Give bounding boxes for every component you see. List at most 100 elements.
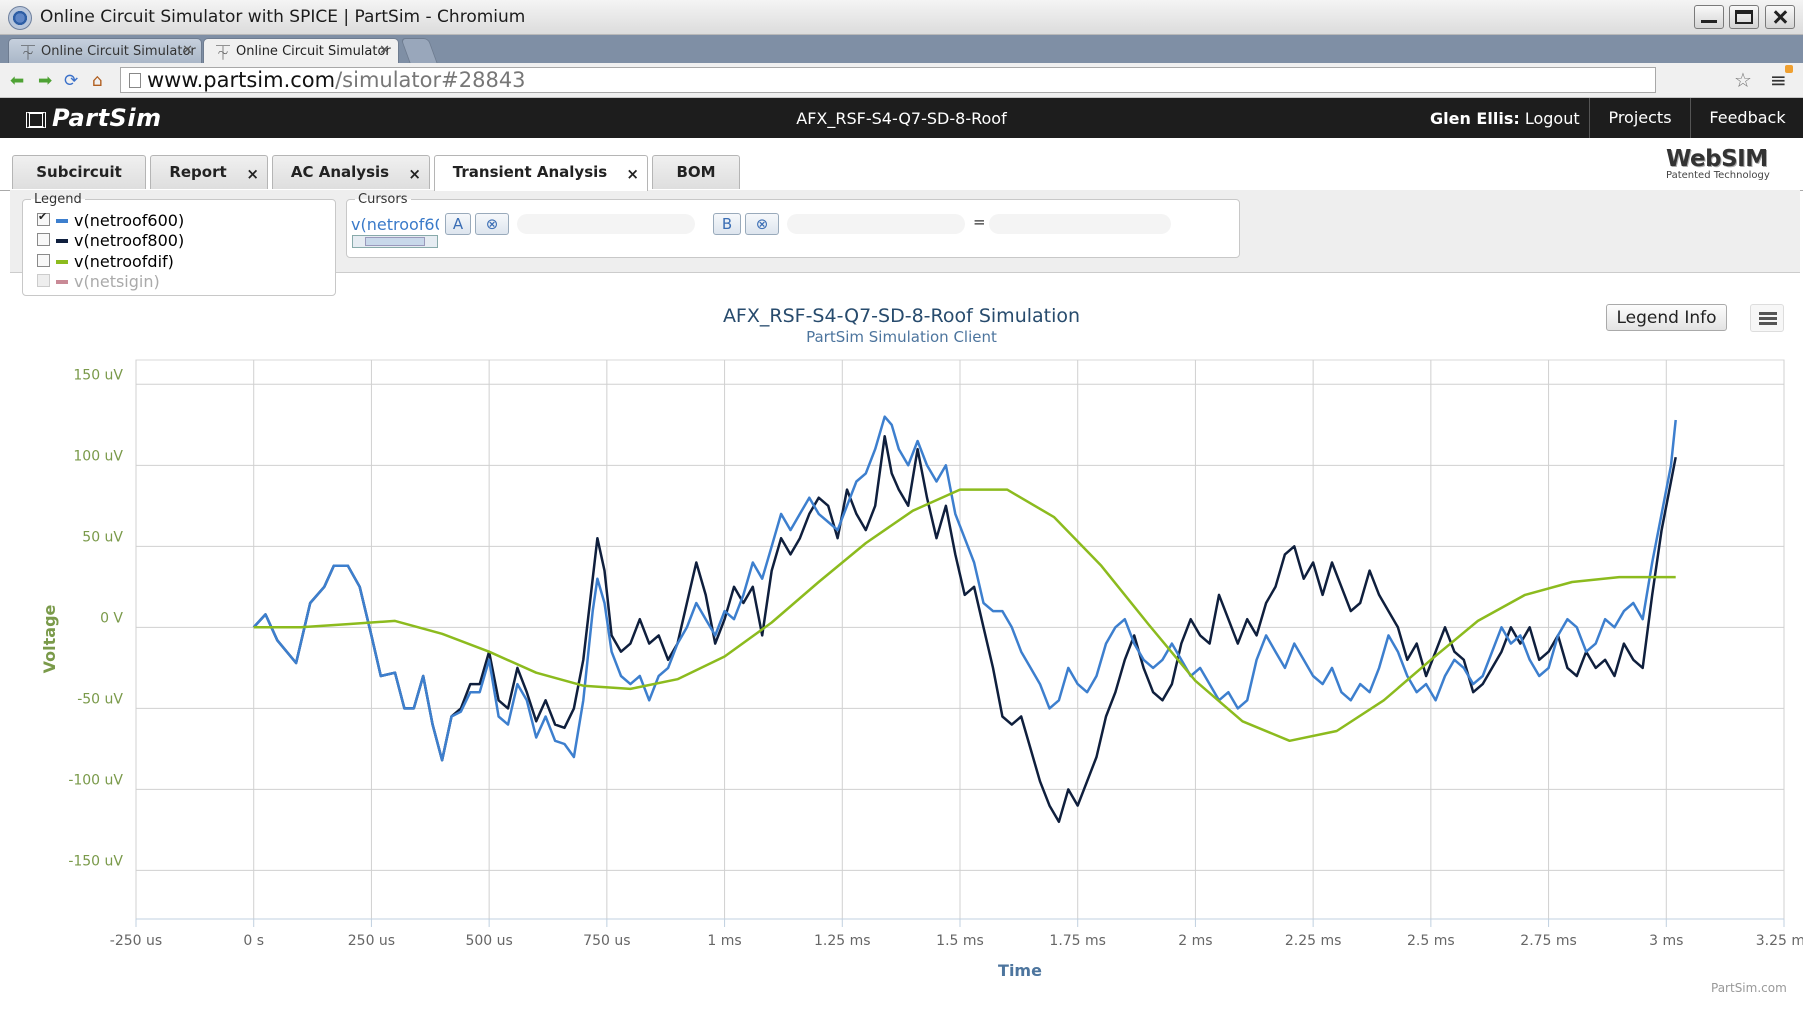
- chart-svg[interactable]: -250 us 0 s 250 us 500 us 750 us 1 ms 1.25 ms 1…: [0, 292, 1803, 1009]
- chart-subtitle: PartSim Simulation Client: [806, 328, 997, 346]
- browser-tabstrip: ⏇ Online Circuit Simulator ✕ ⏇ Online Ci…: [0, 35, 1803, 63]
- partsim-favicon-icon: ⏇: [216, 46, 230, 62]
- transient-chart: -250 us 0 s 250 us 500 us 750 us 1 ms 1.25 ms 1…: [0, 292, 1803, 1009]
- tab-close-icon[interactable]: ×: [408, 165, 421, 183]
- browser-tab[interactable]: ⏇ Online Circuit Simulator ✕: [8, 38, 202, 63]
- y-tick-label: 150 uV: [73, 367, 123, 383]
- scroll-thumb[interactable]: [365, 237, 425, 246]
- x-tick-label: 0 s: [243, 933, 264, 949]
- url-path: /simulator#28843: [335, 68, 526, 92]
- y-tick-label: 50 uV: [82, 529, 123, 545]
- tab-close-icon[interactable]: ✕: [182, 43, 193, 58]
- tab-close-icon[interactable]: ×: [246, 165, 259, 183]
- x-tick-label: 1.5 ms: [936, 933, 984, 949]
- cursor-a-clear-icon[interactable]: ⊗: [475, 213, 509, 235]
- x-tick-label: -250 us: [110, 933, 162, 949]
- websim-logo: WebSIM Patented Technology: [1666, 146, 1796, 181]
- y-axis-title: Voltage: [40, 604, 59, 673]
- tab-bom[interactable]: BOM: [652, 155, 740, 189]
- legend-item[interactable]: v(netroof800): [37, 231, 185, 250]
- legend-item-label: v(netroofdif): [74, 252, 174, 271]
- feedback-button[interactable]: Feedback: [1690, 98, 1803, 138]
- browser-tab-active[interactable]: ⏇ Online Circuit Simulator ✕: [203, 38, 399, 63]
- user-name: Glen Ellis:: [1430, 109, 1520, 128]
- x-tick-label: 2 ms: [1178, 933, 1212, 949]
- y-tick-label: 100 uV: [73, 448, 123, 464]
- y-tick-label: -50 uV: [77, 691, 123, 707]
- x-axis-title: Time: [998, 961, 1042, 980]
- chromium-icon: [8, 6, 32, 30]
- close-window-button[interactable]: [1765, 5, 1795, 29]
- legend-item[interactable]: v(netroof600): [37, 210, 185, 230]
- legend-info-button[interactable]: Legend Info: [1606, 304, 1727, 331]
- legend-item[interactable]: v(netroofdif): [37, 252, 174, 271]
- browser-tab-label: Online Circuit Simulator: [41, 44, 196, 59]
- address-bar[interactable]: www.partsim.com/simulator#28843: [120, 67, 1656, 93]
- reload-icon[interactable]: ⟳: [64, 71, 79, 91]
- projects-button[interactable]: Projects: [1589, 98, 1690, 138]
- cursor-signal-scrollbar[interactable]: [352, 235, 438, 248]
- minimize-button[interactable]: [1694, 5, 1724, 29]
- series-swatch: [56, 219, 68, 223]
- x-tick-label: 2.25 ms: [1285, 933, 1342, 949]
- y-tick-label: -150 uV: [68, 853, 123, 869]
- legend-checkbox[interactable]: [37, 210, 50, 226]
- y-tick-label: -100 uV: [68, 772, 123, 788]
- partsim-logo[interactable]: PartSim: [26, 104, 162, 132]
- cursor-b-clear-icon[interactable]: ⊗: [745, 213, 779, 235]
- back-arrow-icon[interactable]: ⬅: [10, 71, 25, 91]
- url-host: www.partsim.com: [147, 68, 336, 92]
- user-info: Glen Ellis: Logout: [1430, 109, 1580, 128]
- x-tick-label: 250 us: [348, 933, 395, 949]
- tab-label: BOM: [676, 163, 716, 181]
- legend-item-label: v(netroof600): [74, 211, 185, 230]
- bookmark-star-icon[interactable]: ☆: [1734, 68, 1752, 92]
- chip-logo-icon: [26, 112, 46, 128]
- analysis-tabs: Subcircuit Report × AC Analysis × Transi…: [0, 138, 1803, 191]
- x-tick-label: 2.75 ms: [1520, 933, 1577, 949]
- legend-item-label: v(netroof800): [74, 231, 185, 250]
- series-line-vnetroofdif: [253, 488, 1676, 743]
- series-line-vnetroof800: [252, 434, 1677, 824]
- forward-arrow-icon[interactable]: ➡: [38, 71, 53, 91]
- cursor-a-value-field: [517, 214, 695, 234]
- chrome-menu-icon[interactable]: ≡: [1770, 65, 1793, 92]
- cursor-b-button[interactable]: B: [713, 213, 741, 235]
- series-swatch: [56, 280, 68, 284]
- app-header: PartSim AFX_RSF-S4-Q7-SD-8-Roof Glen Ell…: [0, 98, 1803, 138]
- home-icon[interactable]: ⌂: [92, 71, 103, 91]
- cursor-signal-select[interactable]: v(netroof600): [351, 215, 439, 234]
- chart-credits[interactable]: PartSim.com: [1711, 981, 1787, 995]
- cursors-panel-title: Cursors: [358, 192, 408, 207]
- tab-report[interactable]: Report ×: [150, 155, 268, 189]
- window-titlebar: Online Circuit Simulator with SPICE | Pa…: [0, 0, 1803, 35]
- x-tick-label: 1 ms: [707, 933, 741, 949]
- cursor-a-button[interactable]: A: [445, 213, 471, 235]
- legend-checkbox: [37, 274, 50, 287]
- websim-brand: WebSIM: [1666, 146, 1768, 172]
- tab-label: Transient Analysis: [452, 163, 608, 181]
- legend-panel-title: Legend: [34, 192, 82, 207]
- tab-subcircuit[interactable]: Subcircuit: [12, 155, 146, 189]
- x-tick-label: 3 ms: [1649, 933, 1683, 949]
- legend-panel: Legend v(netroof600) v(netroof800) v(net…: [22, 192, 336, 296]
- cursor-delta-field: [989, 214, 1171, 234]
- legend-checkbox[interactable]: [37, 233, 50, 246]
- legend-item: v(netsigin): [37, 272, 160, 291]
- tab-close-icon[interactable]: ✕: [379, 43, 390, 58]
- websim-tagline: Patented Technology: [1666, 170, 1770, 181]
- legend-checkbox[interactable]: [37, 254, 50, 267]
- series-line-vnetroof600: [252, 415, 1677, 762]
- tab-label: Subcircuit: [36, 163, 122, 181]
- project-title: AFX_RSF-S4-Q7-SD-8-Roof: [796, 109, 1007, 128]
- tab-close-icon[interactable]: ×: [626, 165, 639, 183]
- x-tick-label: 1.25 ms: [814, 933, 871, 949]
- tab-transient-analysis[interactable]: Transient Analysis ×: [434, 155, 648, 191]
- browser-tab-label: Online Circuit Simulator: [236, 44, 391, 59]
- tab-ac-analysis[interactable]: AC Analysis ×: [272, 155, 430, 189]
- chart-title: AFX_RSF-S4-Q7-SD-8-Roof Simulation: [722, 305, 1081, 327]
- maximize-button[interactable]: [1729, 5, 1759, 29]
- logout-link[interactable]: Logout: [1524, 109, 1580, 128]
- chart-context-menu-icon[interactable]: [1750, 304, 1784, 332]
- new-tab-button[interactable]: [400, 38, 438, 63]
